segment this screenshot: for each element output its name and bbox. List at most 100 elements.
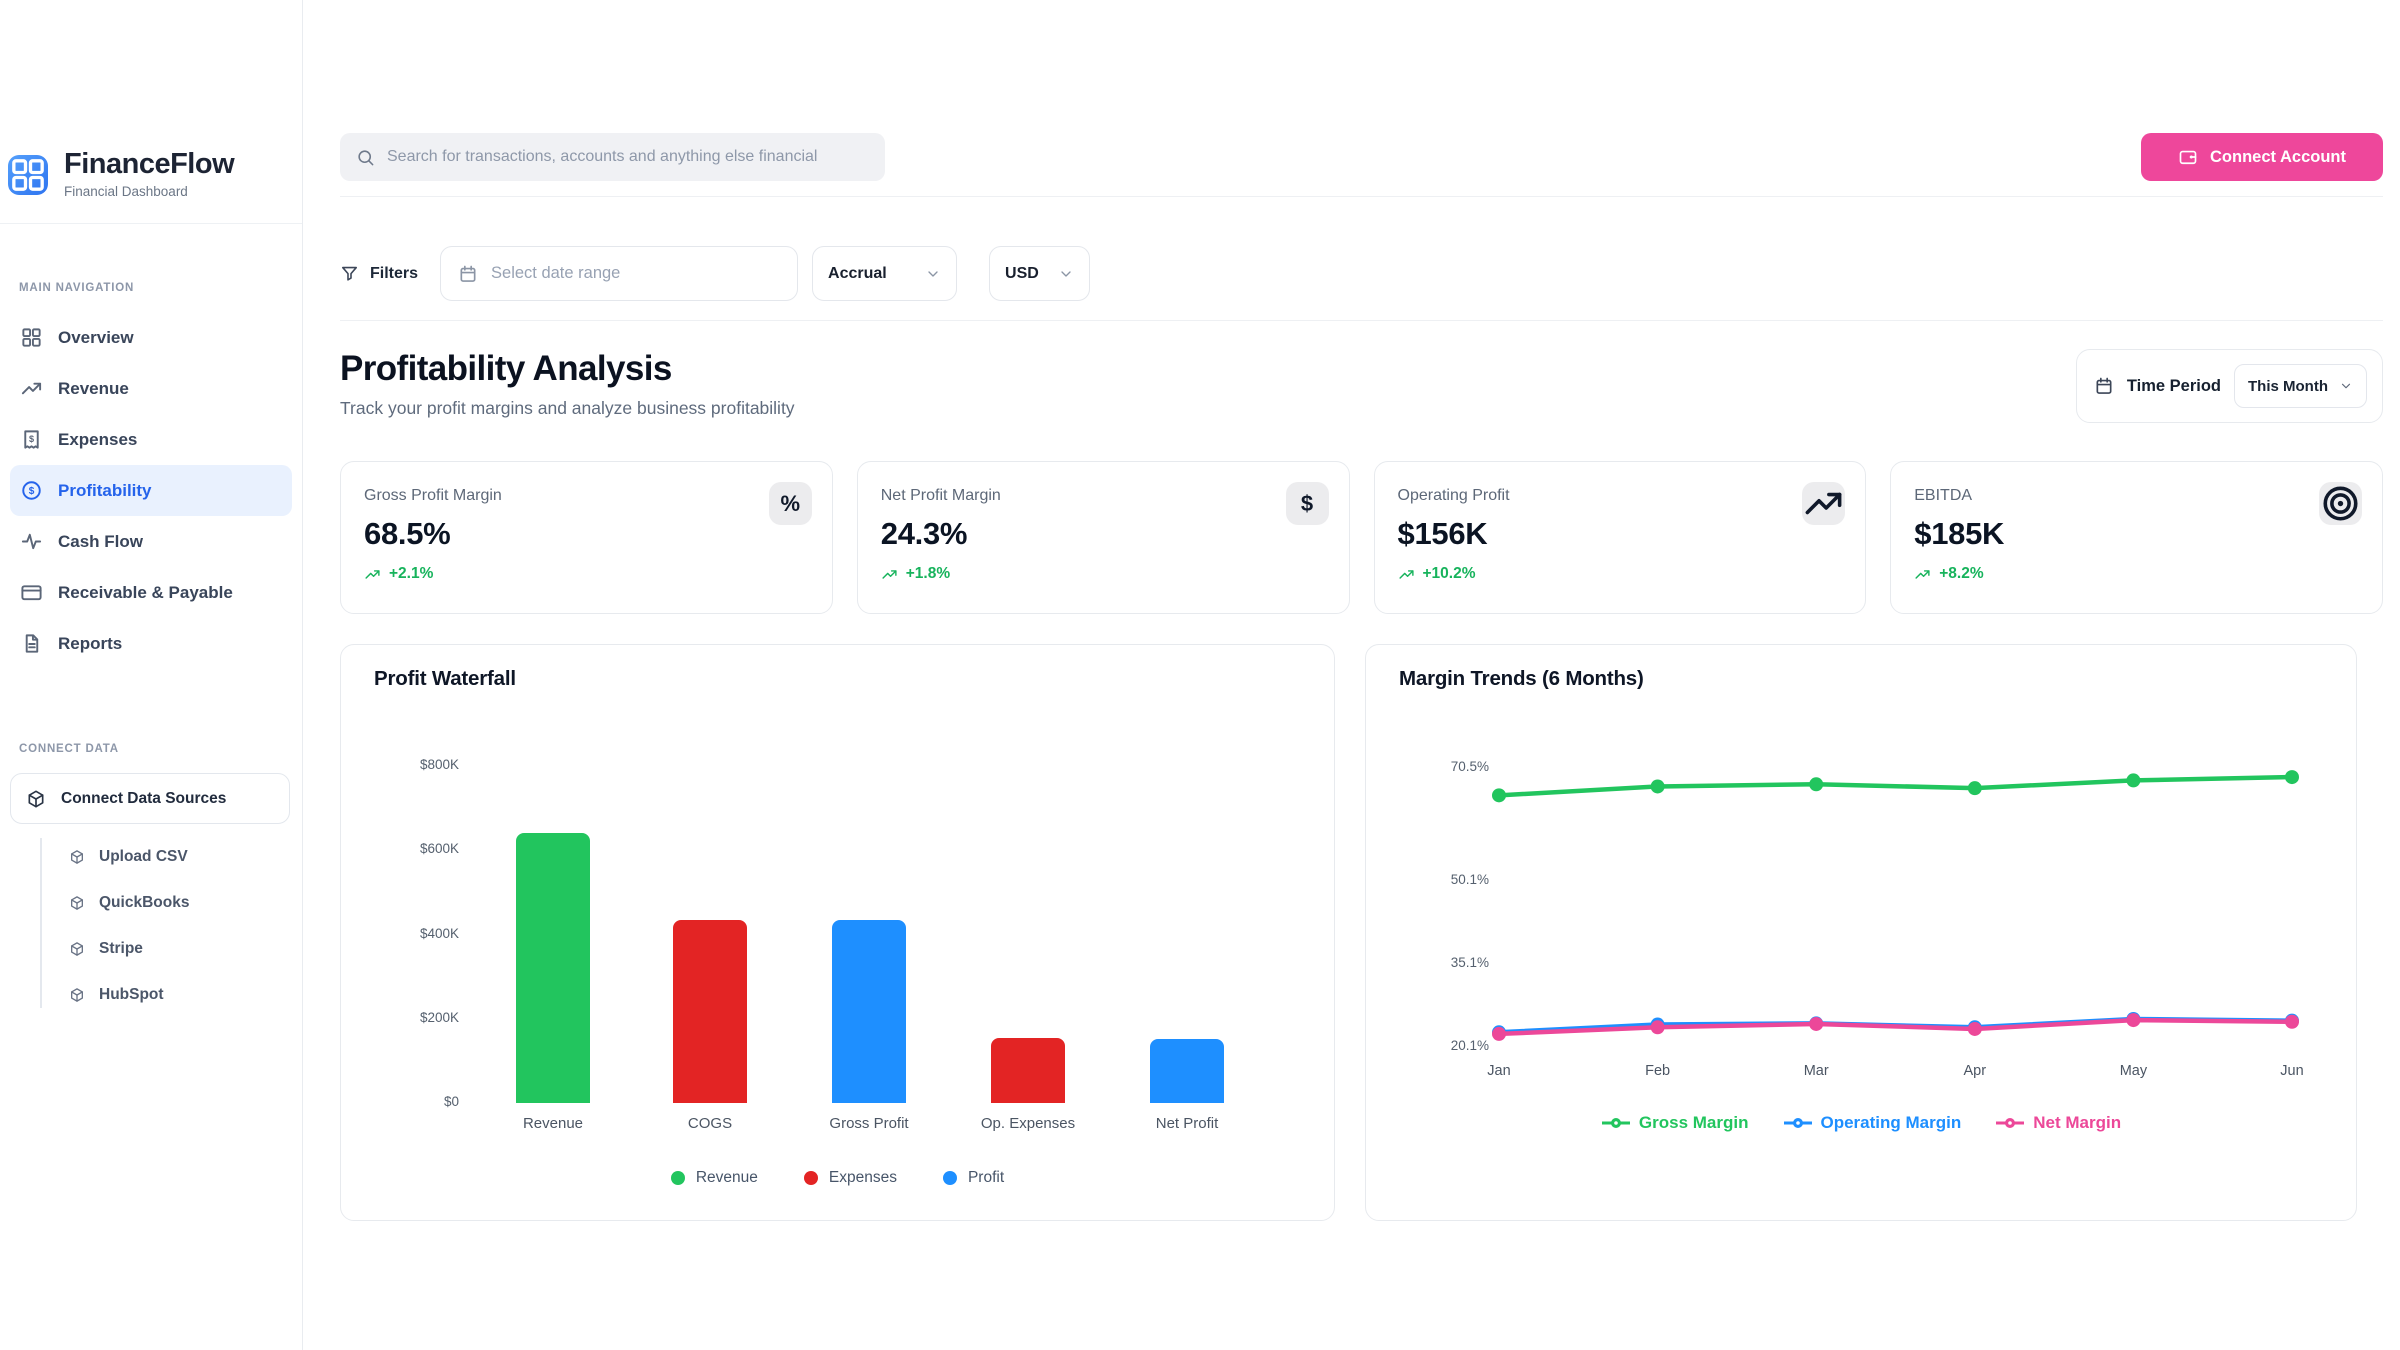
connect-data-section-label: CONNECT DATA bbox=[19, 743, 119, 755]
sidebar-item-profitability[interactable]: $ Profitability bbox=[10, 465, 292, 516]
data-point bbox=[1809, 1016, 1824, 1031]
data-point bbox=[1809, 777, 1824, 792]
data-point bbox=[1967, 781, 1982, 796]
legend-label: Revenue bbox=[695, 1169, 758, 1186]
connect-data-sources-button[interactable]: Connect Data Sources bbox=[10, 773, 290, 824]
x-axis-tick-label: Jun bbox=[2280, 1063, 2303, 1079]
legend-label: Operating Margin bbox=[1820, 1113, 1962, 1132]
currency-value: USD bbox=[1005, 264, 1039, 282]
connect-data-sources-label: Connect Data Sources bbox=[61, 789, 227, 807]
sidebar-item-expenses[interactable]: $ Expenses bbox=[10, 414, 292, 465]
funnel-icon bbox=[340, 264, 359, 283]
legend-item-profit[interactable]: Profit bbox=[942, 1169, 1004, 1187]
sidebar: FinanceFlow Financial Dashboard MAIN NAV… bbox=[0, 0, 303, 1350]
sidebar-item-receivable-payable[interactable]: Receivable & Payable bbox=[10, 567, 292, 618]
credit-card-icon bbox=[20, 581, 43, 604]
accounting-basis-select[interactable]: Accrual bbox=[812, 246, 958, 301]
currency-select[interactable]: USD bbox=[989, 246, 1091, 301]
y-axis-tick-label: 50.1% bbox=[1451, 872, 1489, 887]
data-point bbox=[1492, 1026, 1506, 1041]
brand: FinanceFlow Financial Dashboard bbox=[0, 150, 302, 199]
legend-item-operating-margin[interactable]: Operating Margin bbox=[1783, 1113, 1962, 1133]
page-title: Profitability Analysis bbox=[340, 349, 672, 388]
sidebar-item-overview[interactable]: Overview bbox=[10, 312, 292, 363]
time-period-select[interactable]: This Month bbox=[2234, 364, 2367, 408]
connect-account-button[interactable]: Connect Account bbox=[2141, 133, 2383, 181]
x-axis-tick-label: Mar bbox=[1804, 1063, 1829, 1079]
calendar-icon bbox=[458, 264, 478, 284]
chevron-down-icon bbox=[2339, 379, 2353, 393]
nav-section-label: MAIN NAVIGATION bbox=[19, 282, 135, 294]
kpi-label: Operating Profit bbox=[1397, 487, 1510, 504]
wallet-icon bbox=[2178, 147, 2198, 167]
y-axis-tick-label: 35.1% bbox=[1451, 955, 1489, 970]
app-name: FinanceFlow bbox=[64, 148, 235, 180]
source-item-stripe[interactable]: Stripe bbox=[0, 926, 302, 972]
legend-item-gross-margin[interactable]: Gross Margin bbox=[1601, 1113, 1749, 1133]
app-subtitle: Financial Dashboard bbox=[64, 184, 188, 199]
source-label: QuickBooks bbox=[99, 894, 190, 911]
legend-item-net-margin[interactable]: Net Margin bbox=[1995, 1113, 2121, 1133]
data-point bbox=[1967, 1021, 1982, 1036]
cube-icon bbox=[69, 941, 85, 957]
filters-button[interactable]: Filters bbox=[340, 264, 418, 283]
brand-text: FinanceFlow Financial Dashboard bbox=[64, 148, 235, 200]
source-label: Stripe bbox=[99, 940, 143, 957]
date-range-input[interactable]: Select date range bbox=[440, 246, 799, 301]
calendar-icon bbox=[2094, 376, 2114, 396]
legend-label: Gross Margin bbox=[1638, 1113, 1749, 1132]
target-icon bbox=[2319, 482, 2362, 525]
kpi-value: $156K bbox=[1397, 516, 1488, 551]
cube-icon bbox=[69, 987, 85, 1003]
legend-swatch bbox=[670, 1171, 685, 1185]
kpi-delta-value: +1.8% bbox=[905, 565, 951, 582]
y-axis-tick-label: $400K bbox=[419, 925, 459, 941]
trending-up-icon bbox=[20, 377, 43, 400]
chart-title: Margin Trends (6 Months) bbox=[1399, 667, 1644, 690]
kpi-delta: +2.1% bbox=[364, 565, 832, 583]
trending-up-icon bbox=[1398, 566, 1415, 583]
top-bar: Connect Account bbox=[340, 0, 2383, 197]
trending-up-icon bbox=[1802, 482, 1846, 525]
kpi-delta: +8.2% bbox=[1914, 565, 2382, 583]
source-label: Upload CSV bbox=[99, 848, 188, 865]
x-axis-tick-label: Apr bbox=[1964, 1063, 1987, 1079]
filters-row: Filters Select date range Accrual USD bbox=[340, 246, 2383, 321]
y-axis-tick-label: $200K bbox=[419, 1009, 459, 1025]
legend-item-revenue[interactable]: Revenue bbox=[670, 1169, 758, 1187]
search-bar[interactable] bbox=[340, 133, 885, 181]
app-logo-icon bbox=[8, 154, 48, 195]
bar-gross-profit bbox=[832, 919, 906, 1103]
source-item-hubspot[interactable]: HubSpot bbox=[0, 972, 302, 1018]
source-item-upload-csv[interactable]: Upload CSV bbox=[0, 834, 302, 880]
grid-icon bbox=[20, 326, 43, 349]
kpi-delta-value: +10.2% bbox=[1422, 565, 1476, 582]
page-heading: Profitability Analysis Track your profit… bbox=[340, 349, 795, 419]
line-chart-canvas: 70.5% 50.1% 35.1% 20.1% Jan Feb Mar Apr May Jun bbox=[1451, 759, 2304, 1079]
x-axis-category-label: Gross Profit bbox=[829, 1115, 909, 1132]
sidebar-item-label: Overview bbox=[58, 327, 134, 347]
bar-cogs bbox=[673, 919, 747, 1103]
receipt-icon: $ bbox=[20, 428, 43, 451]
source-item-quickbooks[interactable]: QuickBooks bbox=[0, 880, 302, 926]
kpi-value: 68.5% bbox=[364, 516, 451, 551]
chevron-down-icon bbox=[1058, 266, 1074, 282]
kpi-delta-value: +2.1% bbox=[389, 565, 434, 582]
time-period-label: Time Period bbox=[2126, 376, 2222, 395]
kpi-value: 24.3% bbox=[880, 516, 968, 551]
data-point bbox=[2126, 1013, 2141, 1028]
y-axis-tick-label: 70.5% bbox=[1451, 759, 1489, 774]
dollar-circle-icon: $ bbox=[20, 479, 43, 502]
sidebar-item-label: Expenses bbox=[58, 429, 138, 449]
dollar-icon: $ bbox=[1285, 482, 1329, 525]
search-input[interactable] bbox=[387, 148, 869, 166]
legend-item-expenses[interactable]: Expenses bbox=[803, 1169, 897, 1187]
legend-label: Net Margin bbox=[2033, 1113, 2122, 1132]
date-range-placeholder: Select date range bbox=[491, 264, 621, 282]
kpi-label: Net Profit Margin bbox=[880, 487, 1001, 504]
sidebar-item-reports[interactable]: Reports bbox=[10, 618, 292, 669]
sidebar-item-revenue[interactable]: Revenue bbox=[10, 363, 292, 414]
sidebar-item-cash-flow[interactable]: Cash Flow bbox=[10, 516, 292, 567]
x-axis-category-label: Op. Expenses bbox=[980, 1115, 1076, 1132]
